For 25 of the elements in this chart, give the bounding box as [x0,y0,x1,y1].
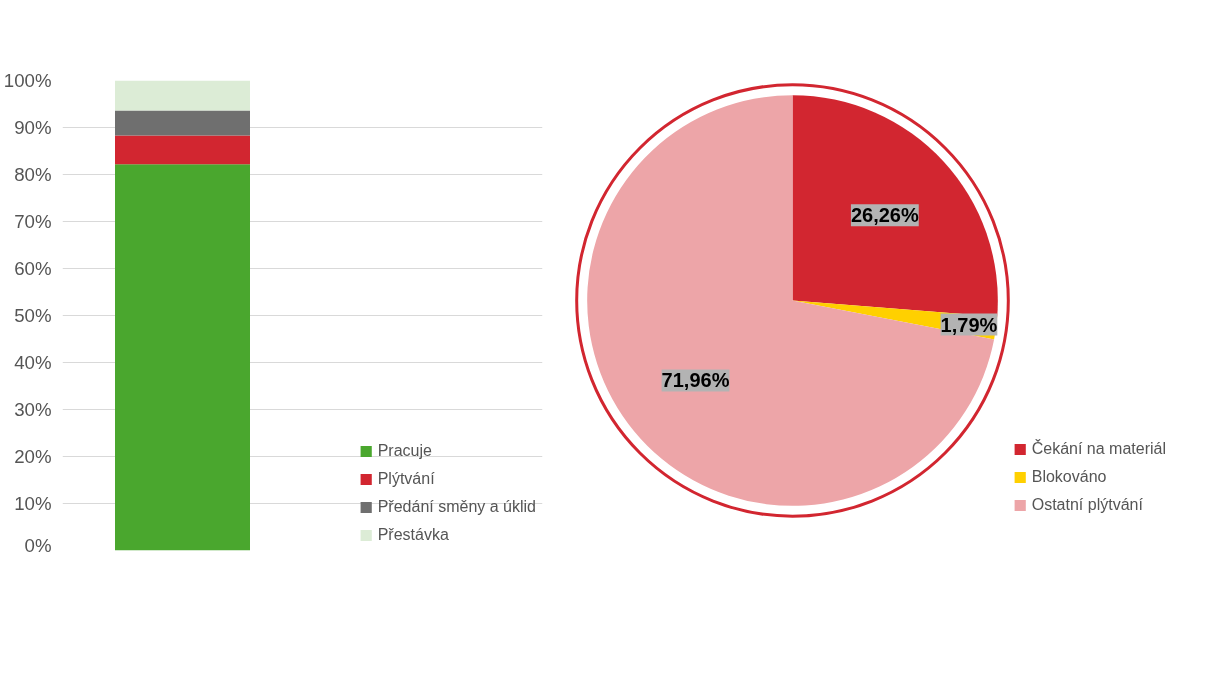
legend-label: Blokováno [1031,468,1107,486]
y-tick-label: 10% [14,493,52,514]
bar [115,110,250,136]
bar [115,80,250,111]
y-tick-label: 30% [14,399,52,420]
legend-label: Plýtvání [377,470,435,488]
bar [115,164,250,551]
y-tick-label: 20% [14,446,52,467]
data-label: 1,79% [940,313,998,336]
data-label: 26,26% [850,204,919,227]
y-tick-label: 50% [14,305,52,326]
legend-label: Čekání na materiál [1031,440,1166,458]
bar [115,135,250,165]
y-tick-label: 60% [14,258,52,279]
legend-label: Přestávka [377,526,449,544]
y-tick-label: 100% [3,70,52,91]
data-label: 71,96% [661,369,730,392]
legend-label: Pracuje [377,442,432,460]
legend-label: Předání směny a úklid [377,498,536,516]
y-tick-label: 0% [24,534,52,556]
y-tick-label: 80% [14,164,52,185]
y-tick-label: 40% [14,352,52,373]
y-tick-label: 90% [14,117,52,138]
y-tick-label: 70% [14,211,52,232]
legend-label: Ostatní plýtvání [1031,496,1143,514]
